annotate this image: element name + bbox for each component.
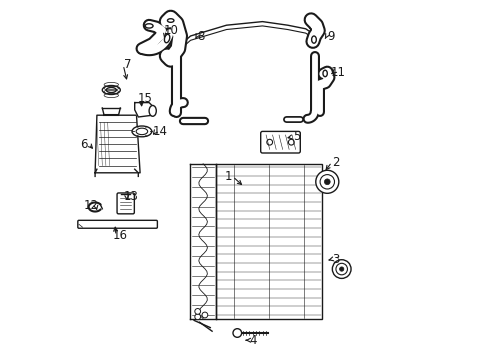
Text: 12: 12 — [84, 199, 99, 212]
Ellipse shape — [322, 70, 326, 77]
Text: 4: 4 — [249, 334, 257, 347]
Text: 13: 13 — [123, 190, 138, 203]
Text: 9: 9 — [326, 30, 334, 42]
Text: 8: 8 — [197, 30, 204, 42]
Circle shape — [202, 312, 207, 318]
Polygon shape — [134, 103, 152, 117]
Ellipse shape — [132, 126, 151, 137]
Text: 7: 7 — [123, 58, 131, 71]
Text: 6: 6 — [81, 138, 88, 150]
Circle shape — [332, 260, 350, 278]
Text: 16: 16 — [113, 229, 127, 242]
Text: 3: 3 — [332, 253, 339, 266]
Text: 1: 1 — [224, 170, 232, 183]
Ellipse shape — [145, 24, 153, 28]
Circle shape — [324, 179, 329, 185]
Circle shape — [266, 139, 272, 145]
Circle shape — [315, 170, 338, 193]
Ellipse shape — [311, 36, 316, 43]
Text: 11: 11 — [330, 66, 345, 78]
FancyBboxPatch shape — [117, 193, 134, 214]
Text: 15: 15 — [138, 93, 153, 105]
FancyBboxPatch shape — [78, 220, 157, 228]
Ellipse shape — [164, 34, 169, 43]
Circle shape — [288, 139, 294, 145]
Polygon shape — [95, 115, 140, 173]
Ellipse shape — [149, 105, 156, 116]
Text: 14: 14 — [152, 125, 167, 138]
Circle shape — [339, 267, 343, 271]
Ellipse shape — [167, 19, 174, 22]
Circle shape — [194, 314, 200, 320]
FancyBboxPatch shape — [260, 131, 300, 153]
Text: 2: 2 — [332, 156, 339, 168]
Bar — [215, 164, 321, 319]
Circle shape — [194, 309, 200, 314]
Text: 5: 5 — [292, 130, 300, 143]
Text: 10: 10 — [163, 24, 178, 37]
Circle shape — [232, 329, 241, 337]
